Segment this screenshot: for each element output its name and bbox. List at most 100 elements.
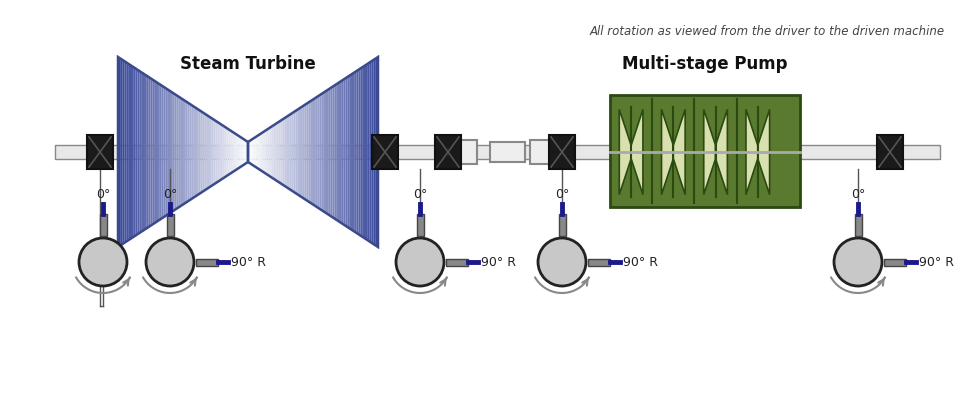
Polygon shape bbox=[346, 77, 348, 227]
Polygon shape bbox=[185, 101, 187, 203]
Polygon shape bbox=[155, 81, 157, 223]
Polygon shape bbox=[278, 121, 280, 183]
Polygon shape bbox=[319, 94, 321, 210]
Polygon shape bbox=[268, 128, 270, 176]
Polygon shape bbox=[300, 106, 302, 198]
Polygon shape bbox=[339, 81, 341, 223]
Polygon shape bbox=[157, 82, 159, 222]
Polygon shape bbox=[183, 100, 185, 204]
Polygon shape bbox=[274, 124, 276, 180]
Polygon shape bbox=[122, 60, 124, 244]
Polygon shape bbox=[142, 72, 144, 232]
Polygon shape bbox=[187, 102, 189, 202]
Polygon shape bbox=[181, 98, 183, 206]
Polygon shape bbox=[282, 118, 285, 186]
Polygon shape bbox=[207, 115, 209, 189]
Polygon shape bbox=[371, 60, 373, 244]
Polygon shape bbox=[715, 110, 727, 194]
Polygon shape bbox=[334, 84, 337, 220]
Polygon shape bbox=[121, 58, 122, 246]
Polygon shape bbox=[241, 138, 244, 166]
Polygon shape bbox=[259, 134, 261, 170]
Polygon shape bbox=[118, 57, 121, 247]
Polygon shape bbox=[323, 91, 326, 213]
Polygon shape bbox=[246, 140, 248, 164]
Polygon shape bbox=[316, 97, 318, 207]
FancyBboxPatch shape bbox=[610, 95, 800, 207]
FancyBboxPatch shape bbox=[372, 135, 398, 169]
Polygon shape bbox=[250, 139, 252, 165]
Polygon shape bbox=[174, 94, 176, 210]
Polygon shape bbox=[248, 140, 250, 164]
Polygon shape bbox=[168, 90, 170, 214]
Polygon shape bbox=[305, 104, 307, 200]
Polygon shape bbox=[359, 68, 361, 236]
Text: All rotation as viewed from the driver to the driven machine: All rotation as viewed from the driver t… bbox=[590, 25, 945, 38]
Polygon shape bbox=[311, 100, 313, 204]
Polygon shape bbox=[368, 63, 369, 241]
Text: 0°: 0° bbox=[851, 188, 865, 201]
Polygon shape bbox=[285, 116, 287, 188]
Polygon shape bbox=[203, 112, 205, 192]
Polygon shape bbox=[196, 108, 198, 196]
Polygon shape bbox=[328, 88, 330, 216]
Polygon shape bbox=[352, 72, 354, 232]
Polygon shape bbox=[200, 111, 203, 193]
Circle shape bbox=[79, 238, 127, 286]
Polygon shape bbox=[228, 129, 230, 175]
Polygon shape bbox=[126, 63, 128, 241]
Polygon shape bbox=[302, 105, 305, 199]
Polygon shape bbox=[224, 126, 226, 178]
Polygon shape bbox=[235, 134, 237, 170]
Polygon shape bbox=[178, 97, 181, 207]
Polygon shape bbox=[291, 112, 293, 192]
Polygon shape bbox=[244, 139, 246, 165]
Polygon shape bbox=[194, 106, 196, 198]
FancyBboxPatch shape bbox=[588, 258, 610, 266]
FancyBboxPatch shape bbox=[435, 135, 461, 169]
FancyBboxPatch shape bbox=[446, 258, 468, 266]
Polygon shape bbox=[148, 77, 151, 227]
Polygon shape bbox=[153, 80, 155, 224]
FancyBboxPatch shape bbox=[884, 258, 906, 266]
FancyBboxPatch shape bbox=[549, 135, 575, 169]
Polygon shape bbox=[159, 84, 162, 220]
Polygon shape bbox=[255, 136, 257, 168]
Polygon shape bbox=[369, 61, 371, 243]
Polygon shape bbox=[131, 66, 133, 238]
Text: 0°: 0° bbox=[163, 188, 177, 201]
Polygon shape bbox=[354, 71, 357, 233]
FancyBboxPatch shape bbox=[877, 135, 903, 169]
Polygon shape bbox=[211, 118, 214, 186]
Polygon shape bbox=[313, 98, 316, 206]
Text: 90° R: 90° R bbox=[231, 256, 266, 268]
FancyBboxPatch shape bbox=[87, 135, 113, 169]
Polygon shape bbox=[350, 74, 352, 230]
Polygon shape bbox=[376, 57, 378, 247]
Polygon shape bbox=[287, 115, 289, 189]
Polygon shape bbox=[264, 131, 266, 173]
Polygon shape bbox=[330, 87, 332, 217]
Polygon shape bbox=[293, 111, 296, 193]
Polygon shape bbox=[192, 105, 194, 199]
Polygon shape bbox=[135, 68, 137, 236]
FancyBboxPatch shape bbox=[457, 140, 477, 164]
Text: 0°: 0° bbox=[555, 188, 569, 201]
Polygon shape bbox=[209, 116, 211, 188]
Polygon shape bbox=[276, 122, 278, 182]
Circle shape bbox=[834, 238, 882, 286]
Polygon shape bbox=[662, 110, 673, 194]
Polygon shape bbox=[341, 80, 343, 224]
FancyBboxPatch shape bbox=[167, 214, 173, 236]
Polygon shape bbox=[220, 124, 222, 180]
Polygon shape bbox=[166, 88, 168, 216]
Polygon shape bbox=[758, 110, 769, 194]
Polygon shape bbox=[270, 126, 271, 178]
Polygon shape bbox=[252, 138, 255, 166]
Polygon shape bbox=[365, 64, 368, 240]
Polygon shape bbox=[172, 92, 174, 212]
Polygon shape bbox=[261, 132, 264, 172]
Polygon shape bbox=[361, 67, 363, 237]
Text: 90° R: 90° R bbox=[623, 256, 658, 268]
Text: 90° R: 90° R bbox=[481, 256, 516, 268]
